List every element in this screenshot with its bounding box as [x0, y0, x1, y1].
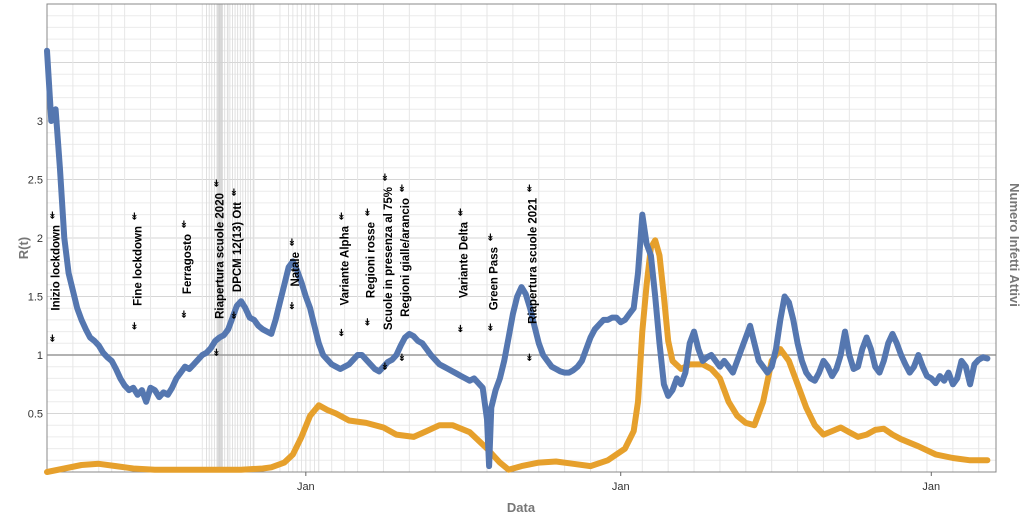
event-arrow-icon: ↞: [179, 220, 190, 228]
highlight-band: [217, 4, 223, 472]
event-arrow-icon: ↞: [287, 238, 298, 246]
event-arrow-icon: ↞: [337, 212, 348, 220]
event-label: Variante Delta: [458, 221, 470, 298]
grid: [47, 4, 996, 472]
event-label: Regioni rosse: [366, 222, 378, 298]
event-arrow-icon: ↞: [130, 322, 141, 330]
event-annotation: ↞ DPCM 12(13) Ott ↞: [229, 188, 244, 319]
y-tick-label: 0.5: [28, 409, 43, 421]
event-annotations: ↞ Inizio lockdown ↞ ↞ Fine lockdown ↞ ↞ Ferrago…: [48, 173, 540, 370]
event-arrow-icon: ↞: [485, 323, 496, 331]
event-label: Inizio lockdown: [51, 225, 63, 311]
event-label: Natale: [290, 252, 302, 287]
series-line: [44, 47, 991, 470]
event-arrow-icon: ↞: [524, 353, 535, 361]
plot-border: [46, 3, 997, 473]
y-tick-label: 1.5: [28, 292, 43, 304]
event-arrow-icon: ↞: [380, 173, 391, 181]
event-arrow-icon: ↞: [287, 301, 298, 309]
y-tick-label: 2: [37, 233, 43, 245]
event-annotation: ↞ Variante Delta ↞: [455, 208, 470, 333]
event-arrow-icon: ↞: [397, 353, 408, 361]
event-arrow-icon: ↞: [380, 362, 391, 370]
event-arrow-icon: ↞: [337, 328, 348, 336]
event-label: Fine lockdown: [133, 226, 145, 306]
event-label: DPCM 12(13) Ott: [232, 202, 244, 292]
event-annotation: ↞ Inizio lockdown ↞: [48, 211, 63, 342]
event-annotation: ↞ Fine lockdown ↞: [130, 212, 145, 330]
event-label: Green Pass: [488, 247, 500, 310]
event-arrow-icon: ↞: [455, 208, 466, 216]
x-tick-label: Jan: [922, 481, 940, 493]
event-annotation: ↞ Regioni rosse ↞: [363, 208, 378, 326]
event-label: Ferragosto: [182, 234, 194, 294]
event-arrow-icon: ↞: [229, 188, 240, 196]
event-annotation: ↞ Variante Alpha ↞: [337, 212, 352, 337]
event-arrow-icon: ↞: [363, 318, 374, 326]
event-annotation: ↞ Green Pass ↞: [485, 233, 500, 331]
event-arrow-icon: ↞: [363, 208, 374, 216]
event-annotation: ↞ Regioni gialle/arancio ↞: [397, 184, 412, 362]
event-arrow-icon: ↞: [212, 179, 223, 187]
y-tick-labels: 0.5 1 1.5 2 2.5 3: [28, 116, 43, 421]
event-annotation: ↞ Scuole in presenza al 75% ↞: [380, 173, 395, 370]
y-axis-title-right: Numero Infetti Attivi: [1007, 183, 1022, 307]
event-label: Scuole in presenza al 75%: [383, 187, 395, 330]
event-arrow-icon: ↞: [229, 311, 240, 319]
event-annotation: ↞ Riapertura scuole 2021 ↞: [524, 184, 539, 362]
event-arrow-icon: ↞: [485, 233, 496, 241]
event-label: Variante Alpha: [340, 225, 352, 305]
event-label: Riapertura scuole 2020: [215, 193, 227, 319]
x-axis-title: Data: [507, 500, 536, 515]
series-layer: [44, 47, 991, 475]
y-tick-label: 3: [37, 116, 43, 128]
event-arrow-icon: ↞: [212, 348, 223, 356]
plot-frame: [46, 3, 997, 473]
event-annotation: ↞ Riapertura scuole 2020 ↞: [212, 179, 227, 357]
series-line: [44, 237, 991, 475]
event-arrow-icon: ↞: [130, 212, 141, 220]
event-arrow-icon: ↞: [48, 211, 59, 219]
event-arrow-icon: ↞: [179, 310, 190, 318]
event-arrow-icon: ↞: [397, 184, 408, 192]
event-arrow-icon: ↞: [455, 324, 466, 332]
event-annotation: ↞ Ferragosto ↞: [179, 220, 194, 318]
event-arrow-icon: ↞: [48, 334, 59, 342]
x-tick-labels: Jan Jan Jan: [297, 472, 940, 493]
x-tick-label: Jan: [297, 481, 315, 493]
y-axis-title: R(t): [16, 237, 31, 259]
y-tick-label: 2.5: [28, 175, 43, 187]
event-arrow-icon: ↞: [524, 184, 535, 192]
event-label: Regioni gialle/arancio: [400, 198, 412, 317]
event-label: Riapertura scuole 2021: [527, 197, 539, 324]
x-tick-label: Jan: [612, 481, 630, 493]
y-tick-label: 1: [37, 350, 43, 362]
event-annotation: ↞ Natale ↞: [287, 238, 302, 310]
